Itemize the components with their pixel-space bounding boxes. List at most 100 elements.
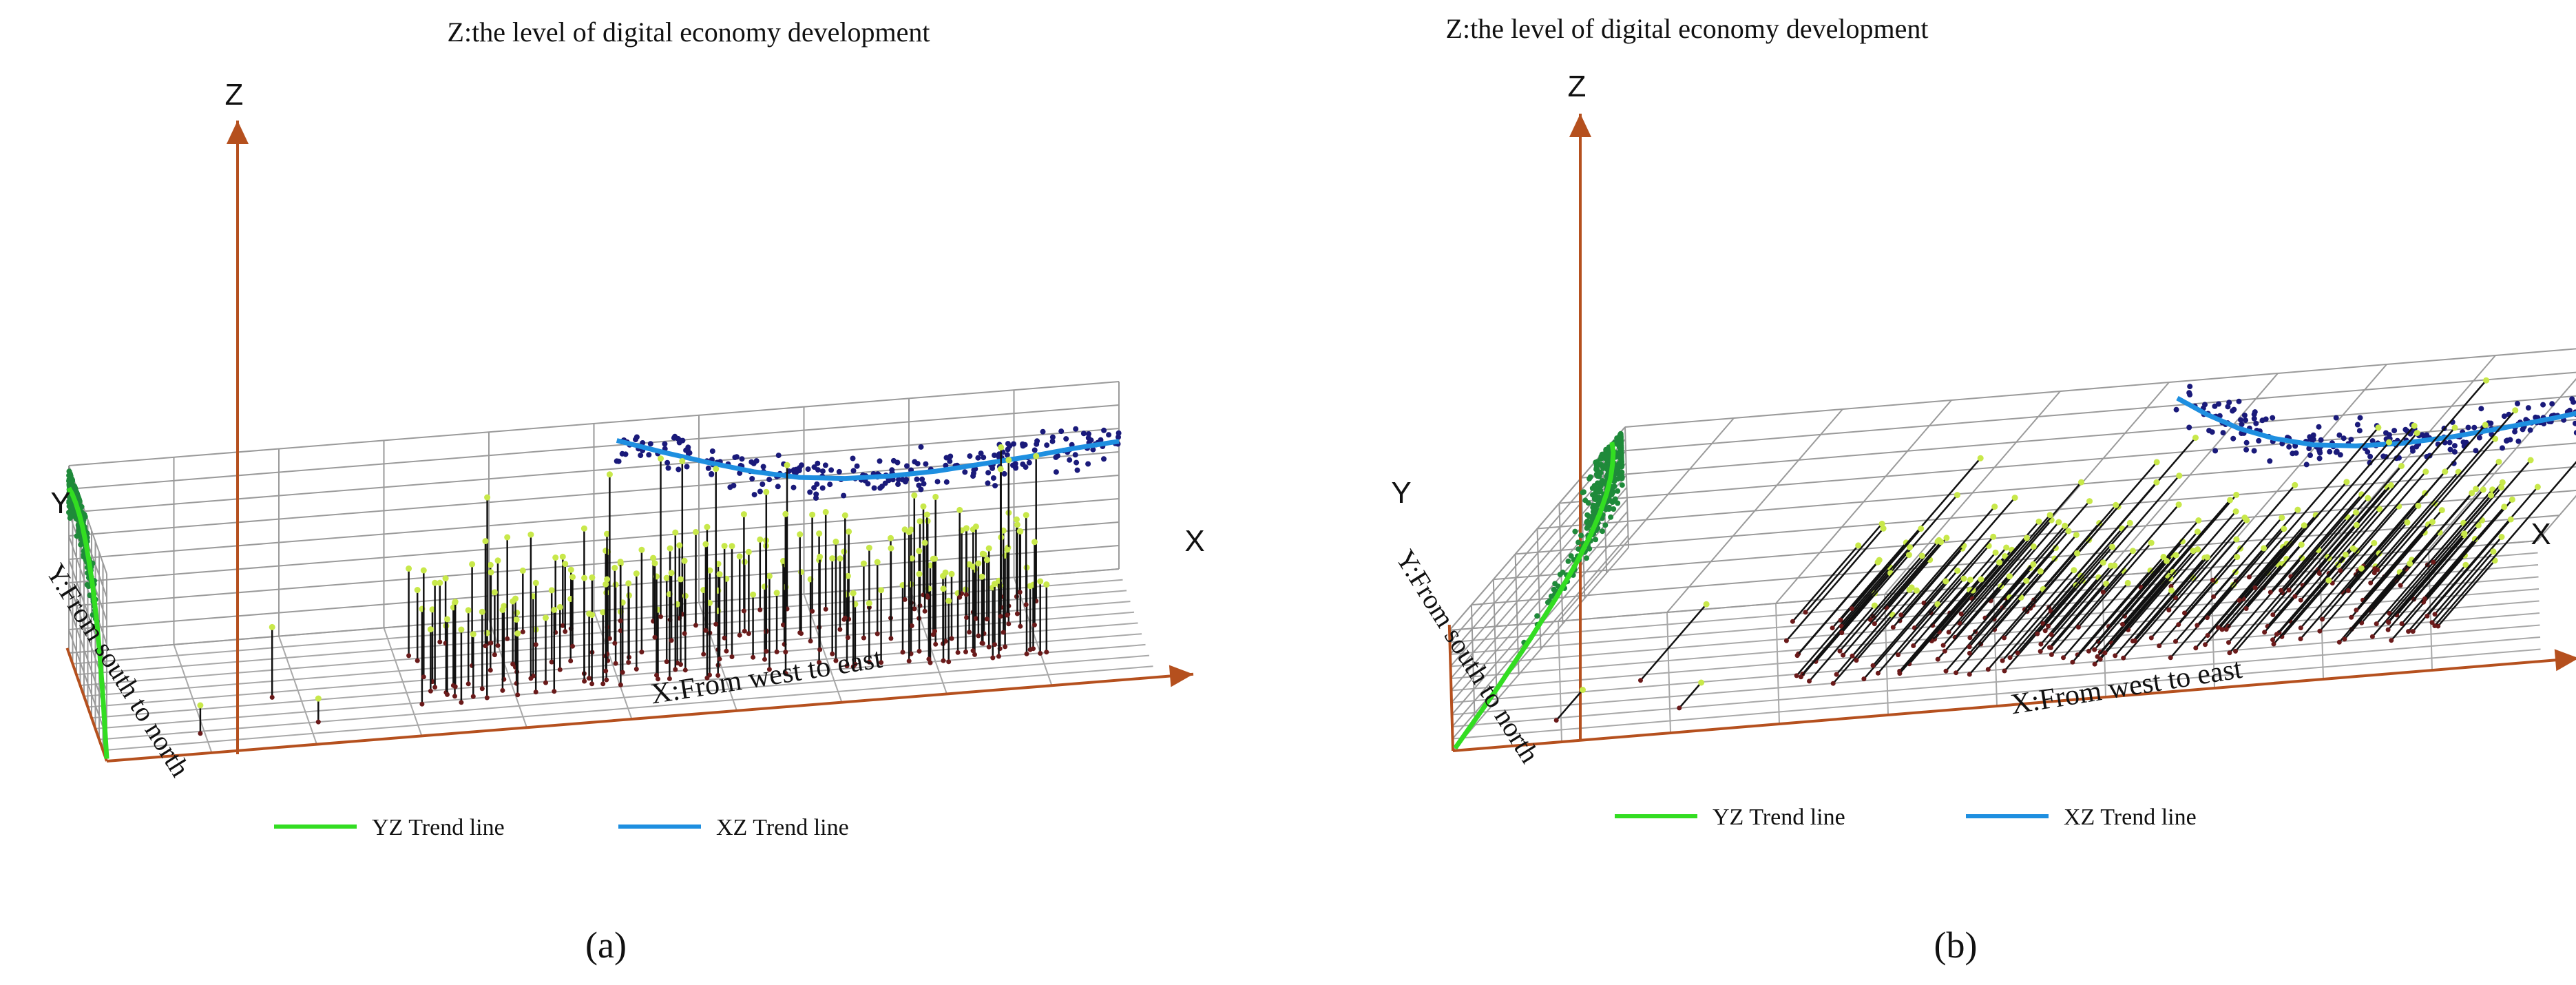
data-point-base <box>1872 621 1877 627</box>
xz-projection-point <box>877 485 883 491</box>
data-point-base <box>682 631 687 636</box>
data-point-top <box>816 530 823 537</box>
data-point-top <box>2483 377 2490 384</box>
data-point-base <box>1839 630 1845 636</box>
x-axis-arrow <box>2554 649 2576 672</box>
data-stick <box>2318 380 2487 574</box>
data-stick <box>2254 481 2347 589</box>
data-stick <box>2228 557 2303 643</box>
data-point-top <box>841 512 848 519</box>
xz-projection-point <box>1080 431 1087 437</box>
xz-projection-point <box>685 444 691 450</box>
y-axis-line <box>1447 624 1454 751</box>
yz-wall-grid-line <box>1580 477 1586 599</box>
data-point-top <box>586 610 593 617</box>
xz-projection-point <box>819 468 826 475</box>
data-point-base <box>2048 645 2053 650</box>
data-point-top <box>625 580 632 587</box>
data-point-top <box>2294 506 2301 513</box>
yz-projection-point <box>1616 475 1622 481</box>
floor-grid-line <box>87 622 1138 708</box>
data-point-top <box>2003 544 2010 551</box>
data-point-top <box>809 511 816 518</box>
data-stick <box>2405 492 2473 570</box>
x-axis-line <box>1452 656 2576 752</box>
data-point-top <box>2281 526 2287 532</box>
xz-projection-point <box>638 453 644 459</box>
data-point-top <box>1977 455 1984 462</box>
data-stick <box>2170 510 2237 588</box>
data-stick <box>2281 550 2358 638</box>
data-point-top <box>963 525 970 532</box>
floor-grid-line <box>1451 612 2540 703</box>
data-point-top <box>2462 561 2469 568</box>
data-point-base <box>533 690 538 695</box>
data-stick <box>2288 512 2357 591</box>
data-point-base <box>875 631 880 636</box>
data-point-base <box>1841 652 1846 658</box>
xz-projection-point <box>737 470 743 476</box>
data-point-top <box>2071 567 2077 574</box>
data-point-base <box>781 622 786 628</box>
yz-projection-point <box>1602 463 1608 469</box>
xz-projection-point <box>841 493 847 499</box>
data-point-base <box>783 650 788 655</box>
data-point-base <box>817 647 823 652</box>
xz-projection-point <box>1098 437 1104 443</box>
data-point-base <box>866 659 872 665</box>
data-stick <box>1678 682 1702 709</box>
data-stick <box>1877 603 1938 674</box>
xz-projection-point <box>918 444 924 450</box>
data-point-base <box>557 667 563 672</box>
data-stick <box>2051 565 2112 636</box>
data-stick <box>1832 614 1894 685</box>
data-point-top <box>678 576 684 583</box>
data-point-top <box>458 626 465 633</box>
panel-a-legend-xz-label: XZ Trend line <box>716 815 849 840</box>
data-point-base <box>746 631 751 636</box>
data-stick <box>1805 523 1883 613</box>
data-point-base <box>560 623 565 628</box>
data-point-base <box>703 628 709 633</box>
xz-projection-point <box>2212 448 2219 454</box>
data-stick <box>2077 542 2153 628</box>
data-point-base <box>2219 627 2225 632</box>
xz-projection-point <box>978 450 984 457</box>
xz-projection-point <box>854 463 860 469</box>
data-point-base <box>492 652 497 658</box>
data-point-base <box>713 621 719 627</box>
xz-projection-point <box>2292 443 2298 449</box>
yz-projection-point <box>1587 546 1593 552</box>
data-point-top <box>983 557 990 563</box>
xz-projection-point <box>760 464 766 470</box>
data-point-top <box>667 545 673 552</box>
data-point-top <box>1004 546 1011 553</box>
data-point-base <box>2374 621 2379 627</box>
data-point-base <box>510 661 516 667</box>
data-stick <box>2400 488 2484 586</box>
data-point-base <box>912 606 917 612</box>
data-stick <box>2318 566 2376 632</box>
data-stick <box>2004 500 2091 599</box>
xz-projection-point <box>1085 461 1091 467</box>
data-stick <box>2050 528 2123 612</box>
xz-projection-point <box>934 479 941 485</box>
data-point-top <box>1878 520 1885 527</box>
data-point-top <box>1871 602 1878 609</box>
data-point-base <box>2354 608 2359 613</box>
data-point-top <box>2407 560 2413 567</box>
yz-wall-grid-line <box>68 605 107 715</box>
data-point-base <box>1834 672 1839 677</box>
data-point-base <box>2336 639 2342 645</box>
xz-wall-grid-line <box>2537 495 2576 541</box>
data-point-top <box>2451 424 2458 431</box>
data-point-top <box>2175 501 2182 508</box>
xz-projection-point <box>822 462 828 468</box>
data-point-top <box>972 523 979 530</box>
data-stick <box>2387 524 2480 631</box>
data-point-top <box>2279 515 2285 521</box>
data-point-base <box>1014 611 1020 616</box>
xz-projection-point <box>775 484 781 490</box>
panel-a-label: (a) <box>585 924 627 966</box>
data-point-base <box>406 653 412 659</box>
